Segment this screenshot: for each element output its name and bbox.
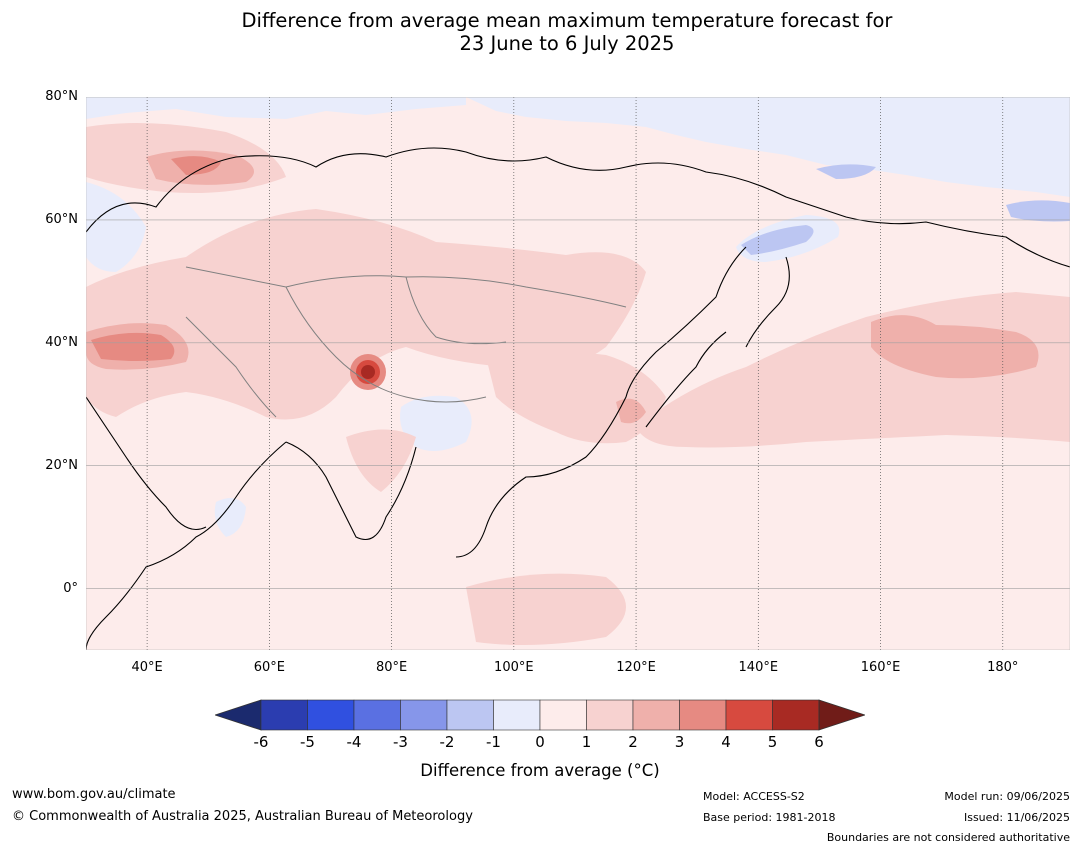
anomaly-cool-tibet: [400, 395, 472, 451]
colorbar-tick-label: -1: [486, 733, 501, 751]
title-line-2: 23 June to 6 July 2025: [459, 32, 675, 55]
temperature-anomaly-map: [86, 97, 1070, 650]
anomaly-hot-caspian: [91, 332, 175, 361]
colorbar-segment: [446, 699, 494, 731]
colorbar-label: Difference from average (°C): [420, 761, 660, 780]
colorbar-tick-label: 6: [814, 733, 824, 751]
colorbar-segment: [260, 699, 308, 731]
footer-issued: Issued: 11/06/2025: [963, 811, 1070, 824]
colorbar-segment: [725, 699, 773, 731]
anomaly-warm-maritime: [466, 573, 626, 646]
latitude-label: 40°N: [45, 334, 78, 350]
colorbar-tick-label: 4: [721, 733, 731, 751]
colorbar-tick-label: -5: [300, 733, 315, 751]
anomaly-cool-scandinavia: [86, 182, 146, 272]
footer-model-run: Model run: 09/06/2025: [944, 790, 1070, 803]
longitude-label: 60°E: [253, 660, 285, 675]
longitude-label: 40°E: [131, 660, 163, 675]
colorbar-segment: [632, 699, 680, 731]
colorbar-segment: [307, 699, 355, 731]
colorbar-tick-label: -4: [346, 733, 362, 751]
colorbar-tick-label: -2: [439, 733, 455, 751]
longitude-label: 180°: [987, 660, 1019, 675]
colorbar-extend-high: [818, 699, 865, 731]
colorbar-tick-label: -6: [253, 733, 269, 751]
anomaly-warm-japan-sea: [616, 398, 646, 424]
anomaly-cool-arctic-east: [466, 97, 1070, 197]
colorbar-segment: [493, 699, 541, 731]
colorbar-segment: [539, 699, 587, 731]
colorbar-segment: [679, 699, 727, 731]
anomaly-warm-india: [346, 429, 416, 492]
colorbar-segment: [400, 699, 448, 731]
anomaly-cool-arctic-west: [86, 97, 466, 119]
footer-website[interactable]: www.bom.gov.au/climate: [12, 787, 176, 802]
latitude-label: 20°N: [45, 457, 78, 473]
country-borders: [185, 266, 627, 418]
colorbar-tick-label: 2: [628, 733, 638, 751]
colorbar-tick-label: 1: [581, 733, 592, 751]
graticule: [86, 97, 1070, 650]
longitude-label: 120°E: [616, 660, 656, 675]
colorbar: [215, 699, 865, 731]
longitude-label: 100°E: [494, 660, 534, 675]
anomaly-hot-barents-core: [171, 156, 221, 175]
longitude-label: 160°E: [860, 660, 901, 675]
colorbar-tick-label: 3: [674, 733, 685, 751]
colorbar-tick-label: -3: [393, 733, 408, 751]
anomaly-cool-arabian-sea: [214, 498, 246, 537]
anomaly-cool-strong-bering: [1006, 200, 1070, 222]
anomaly-warm-pacific-core: [871, 315, 1039, 379]
title-line-1: Difference from average mean maximum tem…: [241, 9, 893, 32]
anomaly-cool-strong-arctic: [816, 164, 876, 179]
colorbar-segment: [772, 699, 820, 731]
footer-disclaimer: Boundaries are not considered authoritat…: [826, 831, 1070, 844]
colorbar-tick-label: 5: [767, 733, 778, 751]
map-title: Difference from average mean maximum tem…: [0, 9, 1081, 55]
colorbar-segment: [586, 699, 634, 731]
colorbar-tick-label: 0: [535, 733, 545, 751]
footer-base-period: Base period: 1981-2018: [703, 811, 836, 824]
colorbar-extend-low: [215, 699, 262, 731]
longitude-label: 80°E: [375, 660, 408, 675]
anomaly-hotspot-ring-inner: [361, 365, 375, 379]
anomaly-cool-strong-okhotsk: [741, 225, 814, 255]
coastlines: [86, 147, 1070, 650]
latitude-label: 80°N: [45, 89, 78, 104]
colorbar-segment: [353, 699, 401, 731]
latitude-label: 60°N: [45, 211, 78, 227]
footer-model: Model: ACCESS-S2: [703, 790, 805, 803]
footer-copyright: © Commonwealth of Australia 2025, Austra…: [12, 809, 473, 824]
longitude-label: 140°E: [738, 660, 779, 675]
latitude-label: 0°: [63, 580, 78, 596]
